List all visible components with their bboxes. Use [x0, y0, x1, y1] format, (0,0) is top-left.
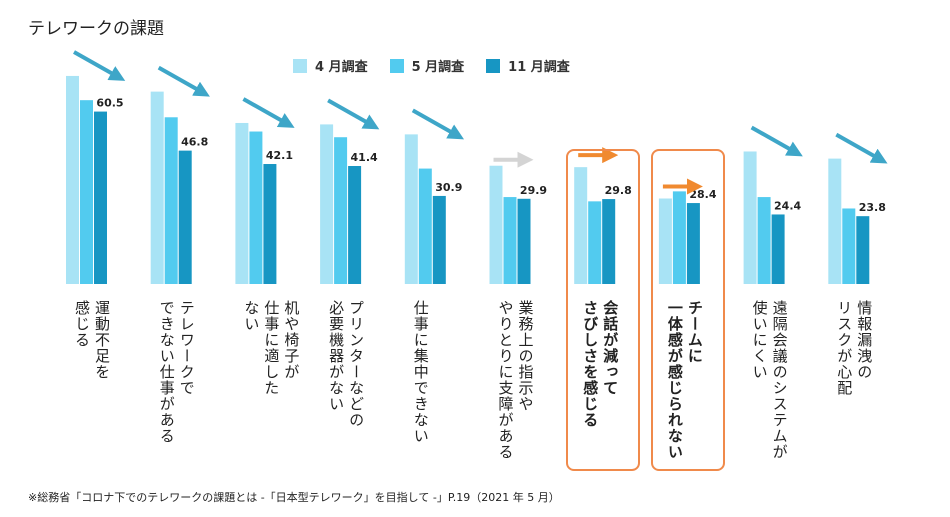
trend-arrow-4	[327, 98, 380, 130]
category-label-2: テレワークで できない仕事がある	[157, 300, 196, 444]
category-label-8: チームに 一体感が感じられない	[665, 300, 704, 460]
bar-november-3	[263, 164, 277, 284]
data-label-7: 29.8	[605, 184, 632, 197]
legend-swatch-november	[486, 58, 501, 73]
legend: 4 月調査 5 月調査 11 月調査	[293, 56, 570, 75]
bar-november-6	[517, 198, 531, 284]
bar-november-9	[771, 214, 785, 284]
bar-may-10	[842, 208, 856, 284]
bar-november-7	[602, 199, 616, 284]
data-label-5: 30.9	[435, 181, 462, 194]
bar-april-7	[574, 167, 588, 284]
legend-swatch-april	[293, 58, 307, 73]
bar-may-4	[334, 137, 348, 284]
trend-arrow-1	[73, 50, 126, 81]
bar-may-9	[757, 197, 771, 284]
data-label-3: 42.1	[266, 149, 293, 162]
legend-label-may: 5 月調査	[411, 60, 465, 75]
bar-may-5	[418, 168, 432, 284]
data-label-1: 60.5	[96, 97, 123, 110]
highlight-box-2	[650, 149, 725, 471]
data-label-10: 23.8	[859, 201, 886, 214]
bar-november-1	[94, 111, 107, 284]
bar-chart-plot: 60.546.842.1 41.430.9 29.9 29.8 28.424.4 23.8	[66, 50, 888, 285]
category-label-4: プリンターなどの 必要機器がない	[327, 300, 366, 428]
category-label-1: 運動不足を 感じる	[73, 300, 111, 380]
category-label-3: 机や椅子が 仕事に適した ない	[242, 300, 301, 396]
bar-may-1	[80, 100, 93, 284]
bar-april-4	[320, 124, 334, 285]
bar-may-2	[164, 117, 178, 285]
bar-november-2	[178, 150, 192, 284]
bar-april-8	[658, 198, 672, 284]
legend-item-november: 11 月調査	[486, 56, 570, 75]
bar-may-3	[249, 131, 263, 284]
bar-november-4	[348, 166, 362, 284]
category-label-9: 遠隔会議のシステムが 使いにくい	[750, 300, 789, 460]
source-note: ※総務省「コロナ下でのテレワークの課題とは -「日本型テレワーク」を目指して -…	[28, 491, 560, 504]
bar-may-7	[588, 201, 602, 284]
legend-swatch-may	[389, 58, 404, 73]
bar-april-3	[235, 122, 249, 284]
trend-arrow-2	[157, 65, 210, 97]
legend-item-may: 5 月調査	[389, 56, 465, 75]
highlight-box-1	[566, 149, 641, 471]
bar-april-2	[150, 91, 164, 284]
data-label-6: 29.9	[520, 184, 547, 197]
trend-arrow-9	[750, 125, 803, 157]
bar-may-6	[503, 197, 517, 284]
trend-arrow-10	[835, 132, 888, 164]
category-label-10: 情報漏洩の リスクが心配	[835, 300, 874, 396]
bar-april-9	[743, 151, 757, 284]
data-label-9: 24.4	[774, 199, 801, 212]
trend-arrow-5	[411, 108, 465, 140]
legend-label-november: 11 月調査	[508, 60, 570, 75]
legend-item-april: 4 月調査	[293, 56, 368, 75]
bar-april-5	[404, 134, 418, 284]
bar-april-10	[828, 158, 842, 284]
bar-april-1	[66, 75, 79, 284]
category-label-5: 仕事に集中できない	[411, 300, 430, 444]
data-label-2: 46.8	[181, 136, 208, 149]
bar-april-6	[489, 165, 503, 284]
bar-november-10	[856, 216, 870, 284]
category-label-7: 会話が減って さびしさを感じる	[581, 300, 620, 428]
legend-label-april: 4 月調査	[315, 60, 368, 75]
chart-title: テレワークの課題	[28, 19, 164, 39]
trend-arrow-3	[242, 97, 295, 128]
bar-november-5	[432, 195, 446, 284]
bar-may-8	[672, 191, 686, 284]
data-label-4: 41.4	[351, 151, 378, 164]
bar-november-8	[686, 203, 700, 284]
category-label-6: 業務上の指示や やりとりに支障がある	[496, 300, 535, 460]
